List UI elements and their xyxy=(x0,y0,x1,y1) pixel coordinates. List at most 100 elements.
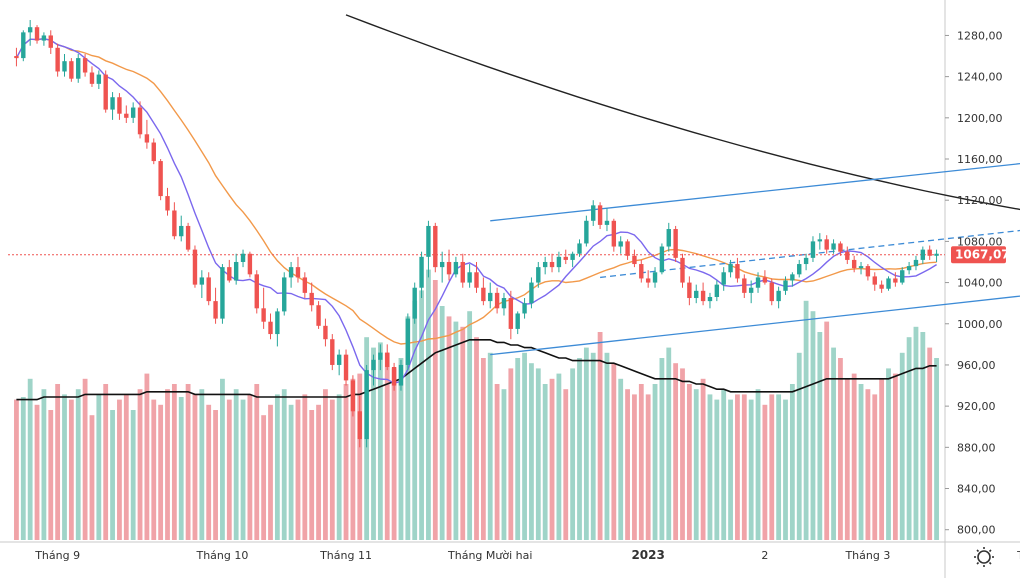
candle-body xyxy=(179,225,184,237)
y-tick-label: 1080,00 xyxy=(957,235,1003,248)
candle-body xyxy=(206,277,211,302)
candle-body xyxy=(48,35,53,48)
volume-bar xyxy=(721,389,727,540)
candle-body xyxy=(783,280,788,291)
candle-body xyxy=(803,257,809,265)
volume-bar xyxy=(776,394,782,540)
candle-body xyxy=(515,313,520,329)
candle-body xyxy=(343,354,349,381)
volume-bar xyxy=(34,404,40,540)
volume-bar xyxy=(268,404,273,540)
candle-body xyxy=(275,311,280,335)
volume-bar xyxy=(75,389,81,540)
candle-body xyxy=(488,292,493,302)
volume-bar xyxy=(130,410,136,540)
volume-bar xyxy=(453,321,459,540)
volume-bar xyxy=(309,410,315,540)
candle-body xyxy=(268,321,273,335)
volume-bar xyxy=(151,399,157,540)
volume-bar xyxy=(700,378,706,540)
volume-bar xyxy=(405,316,411,540)
volume-bar xyxy=(535,368,541,540)
volume-bar xyxy=(288,404,294,540)
volume-bar xyxy=(693,389,699,540)
candle-body xyxy=(659,246,665,273)
x-axis: Tháng 9 Tháng 10 Tháng 11 Tháng Mười hai 202… xyxy=(34,548,1020,562)
candle-body xyxy=(851,259,857,269)
candle-body xyxy=(460,261,465,283)
candle-body xyxy=(316,305,321,326)
volume-bar xyxy=(741,394,747,540)
x-tick-label: Tháng 10 xyxy=(195,549,248,562)
volume-bar xyxy=(261,415,267,540)
candle-body xyxy=(137,107,143,135)
volume-bar xyxy=(110,410,115,540)
volume-bar xyxy=(274,394,280,540)
volume-bar xyxy=(158,404,164,540)
volume-bar xyxy=(398,358,404,540)
gear-icon[interactable] xyxy=(977,550,991,564)
candle-body xyxy=(82,58,88,73)
volume-bar xyxy=(220,378,225,540)
chart-settings-button[interactable] xyxy=(974,547,994,567)
volume-bar xyxy=(206,404,212,540)
candle-body xyxy=(927,249,932,256)
candle-body xyxy=(220,267,225,319)
volume-bar xyxy=(783,399,788,540)
volume-bar xyxy=(755,389,761,540)
volume-bar xyxy=(117,399,122,540)
candle-body xyxy=(577,243,582,254)
y-tick-label: 960,00 xyxy=(957,359,996,372)
candle-body xyxy=(913,259,919,267)
volume-bar xyxy=(371,347,376,540)
candle-body xyxy=(900,270,905,283)
volume-bar xyxy=(55,384,61,540)
volume-bar xyxy=(529,363,534,540)
volume-bar xyxy=(213,410,218,540)
x-tick-label: 2023 xyxy=(631,548,664,562)
candle-body xyxy=(694,290,699,299)
x-tick-label: Tháng 11 xyxy=(319,549,372,562)
candle-body xyxy=(213,301,218,319)
candle-body xyxy=(549,261,555,268)
candle-body xyxy=(769,282,774,302)
volume-bar xyxy=(432,280,438,540)
volume-bar xyxy=(666,347,672,540)
volume-bar xyxy=(240,399,246,540)
volume-bar xyxy=(501,389,507,540)
candle-body xyxy=(41,35,47,41)
volume-bar xyxy=(583,347,589,540)
volume-bar xyxy=(563,389,569,540)
volume-bar xyxy=(165,389,170,540)
candle-body xyxy=(501,298,507,309)
candle-body xyxy=(748,287,754,293)
volume-bar xyxy=(680,368,685,540)
candle-layer xyxy=(14,20,939,448)
volume-bar xyxy=(590,352,596,540)
volume-bar xyxy=(103,384,109,540)
candle-body xyxy=(62,61,67,72)
candle-body xyxy=(165,196,170,211)
volume-bar xyxy=(295,399,301,540)
candle-body xyxy=(364,370,369,440)
volume-bar xyxy=(748,399,754,540)
y-tick-label: 1000,00 xyxy=(957,318,1003,331)
volume-bar xyxy=(357,373,363,540)
volume-bar xyxy=(851,373,857,540)
volume-bar xyxy=(934,358,939,540)
y-tick-label: 800,00 xyxy=(957,524,996,537)
candle-body xyxy=(604,220,610,225)
candle-body xyxy=(755,277,761,288)
candle-body xyxy=(199,277,205,285)
volume-bar xyxy=(350,378,356,540)
x-tick-label: Tháng Mười hai xyxy=(447,549,532,562)
candle-body xyxy=(735,264,740,279)
candle-body xyxy=(412,287,417,319)
channel-lower-line xyxy=(490,295,1020,356)
volume-bar xyxy=(789,384,795,540)
candle-body xyxy=(858,266,864,269)
gear-icon-teeth xyxy=(974,547,994,567)
candle-body xyxy=(508,298,514,329)
candle-body xyxy=(762,277,768,283)
